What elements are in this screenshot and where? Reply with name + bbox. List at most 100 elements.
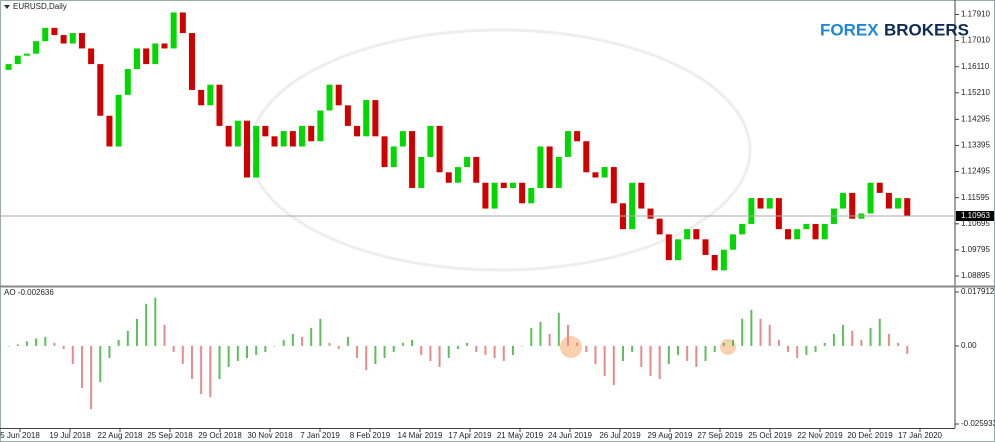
- ao-bar: [126, 330, 129, 346]
- x-tick-label: 8 Feb 2019: [350, 431, 391, 440]
- ao-bar: [456, 345, 459, 349]
- candle: [179, 12, 186, 34]
- candle: [775, 198, 782, 230]
- ao-bar: [658, 345, 661, 380]
- ao-bar: [576, 342, 579, 346]
- ao-bar: [621, 345, 624, 361]
- y-tick-label: 1.17910: [961, 10, 990, 19]
- highlight: [560, 336, 582, 358]
- candle: [436, 125, 443, 173]
- candle: [354, 125, 361, 137]
- candle: [711, 254, 718, 271]
- ao-bar: [814, 345, 817, 352]
- y-tick-label: 1.13395: [961, 141, 990, 150]
- ao-bar: [218, 345, 221, 380]
- candle: [665, 234, 672, 261]
- ao-bar: [328, 342, 331, 346]
- ao-bar: [337, 345, 340, 349]
- x-tick-label: 22 Nov 2019: [797, 431, 843, 440]
- candle: [152, 43, 159, 65]
- candle: [464, 156, 471, 168]
- ao-bar: [16, 344, 19, 346]
- x-tick-label: 27 Sep 2019: [697, 431, 743, 440]
- candle: [271, 136, 278, 147]
- candle: [207, 84, 214, 106]
- candle: [308, 125, 315, 142]
- y-tick-label: 1.09795: [961, 245, 990, 254]
- candle: [519, 182, 526, 204]
- ao-bar: [200, 345, 203, 395]
- candle: [253, 125, 260, 178]
- ao-bar: [310, 327, 313, 346]
- candle: [344, 105, 351, 126]
- ao-bar: [484, 345, 487, 355]
- ao-bar: [209, 345, 212, 398]
- ao-bar: [502, 345, 505, 361]
- ao-bar: [649, 345, 652, 377]
- ao-bar: [851, 330, 854, 346]
- x-tick-label: 30 Nov 2018: [247, 431, 293, 440]
- ao-bar: [255, 345, 258, 355]
- ao-bar: [374, 345, 377, 364]
- ao-bar: [447, 345, 450, 358]
- candle: [69, 33, 76, 44]
- ao-bar: [25, 341, 28, 346]
- ao-bar: [236, 345, 239, 361]
- candle: [693, 229, 700, 240]
- ao-bar: [511, 345, 514, 355]
- ao-bar: [796, 345, 799, 358]
- candle: [867, 182, 874, 214]
- ao-bar: [832, 333, 835, 346]
- ao-bar: [594, 345, 597, 364]
- ao-bar: [190, 345, 193, 380]
- ao-bar: [264, 345, 267, 352]
- candle: [244, 120, 251, 178]
- ao-bar: [411, 339, 414, 346]
- candle: [840, 192, 847, 209]
- candle: [5, 64, 12, 70]
- y-tick-label: 1.10695: [961, 219, 990, 228]
- candle: [821, 223, 828, 240]
- ao-bar: [145, 303, 148, 346]
- candle: [482, 182, 489, 209]
- ao-bar: [35, 338, 38, 346]
- ao-bar: [99, 345, 102, 383]
- ao-bar: [365, 345, 368, 371]
- candle: [766, 198, 773, 209]
- candle: [885, 192, 892, 209]
- ao-bar: [108, 345, 111, 358]
- ao-bar: [53, 342, 56, 346]
- candle: [610, 167, 617, 204]
- candle: [133, 48, 140, 70]
- candle: [216, 84, 223, 126]
- candle: [106, 115, 113, 147]
- ao-bar: [301, 336, 304, 346]
- candle: [188, 33, 195, 90]
- x-tick-label: 7 Jan 2019: [300, 431, 340, 440]
- ao-bar: [493, 345, 496, 358]
- ao-bar: [823, 342, 826, 346]
- candle: [124, 69, 131, 95]
- candle: [115, 94, 122, 147]
- candle: [629, 182, 636, 230]
- last-price-label: 1.10963: [961, 211, 990, 220]
- ao-bar: [62, 345, 65, 349]
- ao-bar: [429, 345, 432, 361]
- ao-bar: [319, 318, 322, 346]
- candle: [564, 131, 571, 157]
- ao-bar: [869, 327, 872, 346]
- candle: [381, 136, 388, 168]
- y-tick-label: 1.12495: [961, 167, 990, 176]
- candle: [684, 229, 691, 240]
- candle: [418, 156, 425, 188]
- ao-bar: [475, 345, 478, 352]
- ao-bar: [90, 345, 93, 410]
- candle: [656, 218, 663, 235]
- candle: [363, 100, 370, 137]
- candle: [289, 131, 296, 147]
- x-tick-label: 29 Oct 2018: [198, 431, 242, 440]
- x-tick-label: 17 Apr 2019: [448, 431, 492, 440]
- candle: [491, 182, 498, 209]
